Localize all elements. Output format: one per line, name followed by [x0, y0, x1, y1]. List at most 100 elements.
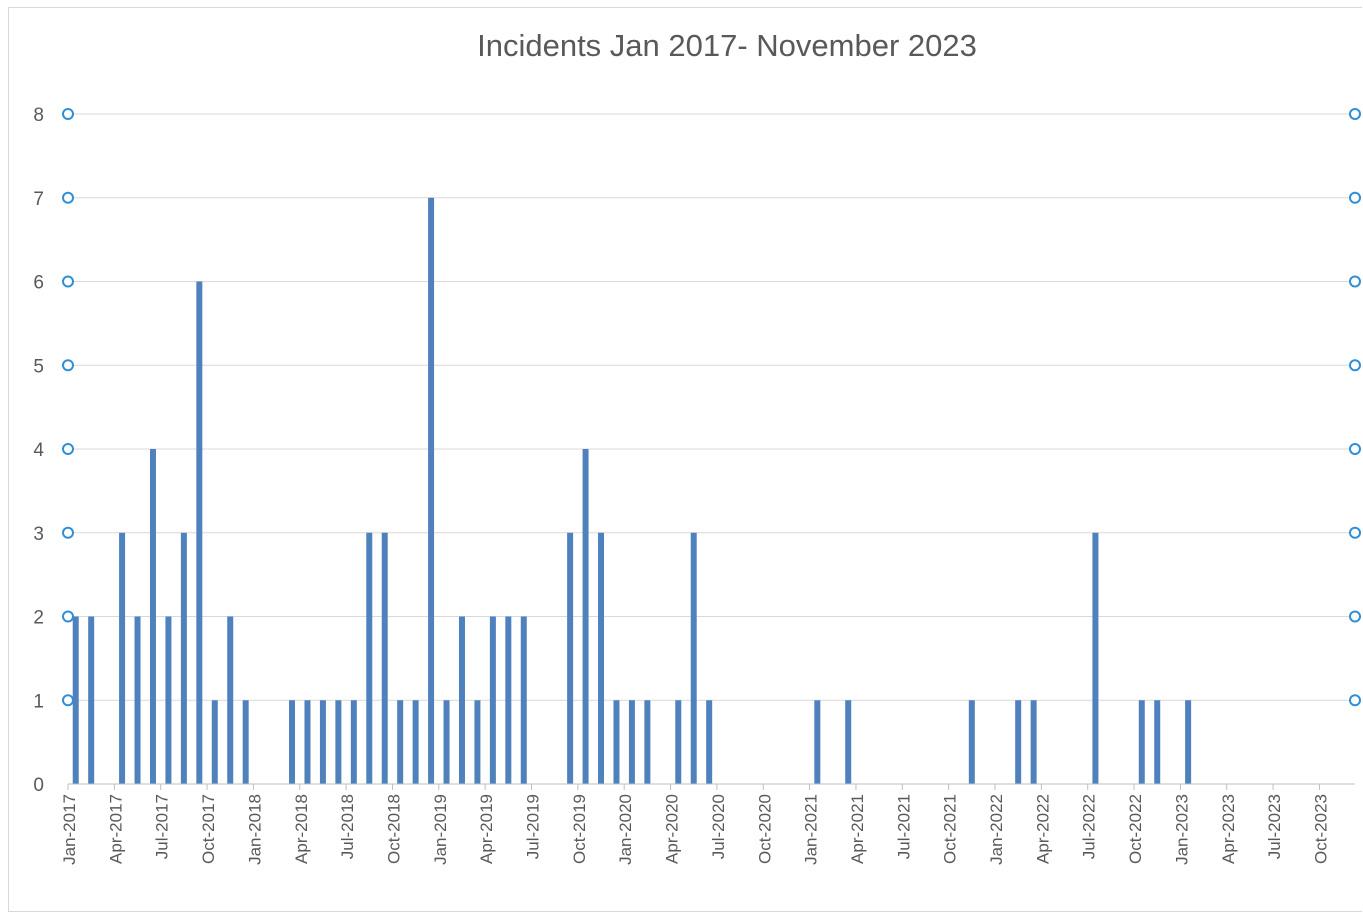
x-tick-label: Jul-2021 [894, 794, 913, 859]
x-tick-label: Oct-2018 [384, 794, 403, 864]
bar [1154, 700, 1161, 784]
selection-handle [1349, 359, 1361, 372]
bar [72, 616, 79, 784]
bar [366, 532, 373, 784]
bar [1030, 700, 1037, 784]
bar [443, 700, 450, 784]
bar [165, 616, 172, 784]
x-tick-label: Apr-2022 [1033, 794, 1052, 864]
selection-handle [62, 526, 74, 539]
chart-frame [8, 7, 1362, 912]
y-tick-label: 8 [33, 105, 44, 126]
chart-title: Incidents Jan 2017- November 2023 [477, 28, 977, 63]
bar [289, 700, 296, 784]
selection-handle [1349, 108, 1361, 120]
bar [1015, 700, 1022, 784]
bar [814, 700, 821, 784]
selection-handle [62, 694, 74, 707]
bar [412, 700, 419, 784]
selection-handle [1349, 275, 1361, 288]
selection-handle [62, 275, 74, 288]
bar [304, 700, 311, 784]
bar [582, 449, 589, 784]
bar [968, 700, 975, 784]
x-tick-label: Jan-2017 [60, 794, 79, 865]
bar [628, 700, 635, 784]
bar [428, 197, 435, 784]
x-tick-label: Jan-2020 [616, 794, 635, 865]
selection-handle [1349, 191, 1361, 204]
bar [134, 616, 141, 784]
bar [690, 532, 697, 784]
bar [119, 532, 126, 784]
bar [350, 700, 357, 784]
bar [520, 616, 527, 784]
bar [149, 449, 156, 784]
x-tick-label: Jan-2021 [802, 794, 821, 865]
bar [319, 700, 326, 784]
selection-handle [1349, 610, 1361, 623]
bar [242, 700, 249, 784]
bar [505, 616, 512, 784]
bar [598, 532, 605, 784]
bar [644, 700, 651, 784]
x-tick-label: Apr-2020 [663, 794, 682, 864]
selection-handle [1349, 526, 1361, 539]
y-tick-label: 5 [33, 356, 44, 377]
x-tick-label: Jul-2022 [1080, 794, 1099, 859]
bar [335, 700, 342, 784]
bar [180, 532, 187, 784]
x-tick-label: Jul-2017 [153, 794, 172, 859]
y-tick-label: 1 [33, 691, 44, 712]
y-tick-label: 6 [33, 273, 44, 294]
y-tick-label: 7 [33, 189, 44, 210]
bar [397, 700, 404, 784]
x-tick-label: Apr-2019 [477, 794, 496, 864]
x-tick-label: Oct-2019 [570, 794, 589, 864]
bar [458, 616, 465, 784]
x-tick-label: Oct-2017 [199, 794, 218, 864]
x-tick-label: Apr-2021 [848, 794, 867, 864]
selection-handle [62, 443, 74, 455]
x-tick-label: Jan-2023 [1172, 794, 1191, 865]
bar [211, 700, 218, 784]
bar [845, 700, 852, 784]
bar [474, 700, 481, 784]
x-tick-label: Oct-2021 [941, 794, 960, 864]
bar [227, 616, 234, 784]
x-tick-label: Oct-2023 [1311, 794, 1330, 864]
x-tick-label: Oct-2022 [1126, 794, 1145, 864]
bar [706, 700, 713, 784]
bar [1185, 700, 1192, 784]
x-tick-label: Jan-2018 [245, 794, 264, 865]
selection-handle [62, 610, 74, 623]
x-tick-label: Apr-2023 [1219, 794, 1238, 864]
y-tick-label: 4 [33, 440, 44, 461]
x-tick-label: Apr-2017 [106, 794, 125, 864]
x-tick-label: Jan-2019 [431, 794, 450, 865]
selection-handle [62, 359, 74, 372]
bar [613, 700, 620, 784]
x-tick-label: Jul-2023 [1265, 794, 1284, 859]
bar [1092, 532, 1099, 784]
y-tick-label: 2 [33, 608, 44, 629]
bar [381, 532, 388, 784]
selection-handle [1349, 694, 1361, 707]
selection-handle [1349, 443, 1361, 455]
bar [88, 616, 95, 784]
y-tick-label: 0 [33, 775, 44, 796]
x-tick-label: Jan-2022 [987, 794, 1006, 865]
bar [1138, 700, 1145, 784]
x-tick-label: Jul-2020 [709, 794, 728, 859]
selection-handle [62, 191, 74, 204]
bar [567, 532, 574, 784]
bar [489, 616, 496, 784]
y-tick-label: 3 [33, 524, 44, 545]
selection-handle [62, 108, 74, 120]
bar [196, 281, 203, 784]
x-tick-label: Jul-2018 [338, 794, 357, 859]
x-tick-label: Jul-2019 [524, 794, 543, 859]
bar [675, 700, 682, 784]
x-tick-label: Apr-2018 [292, 794, 311, 864]
